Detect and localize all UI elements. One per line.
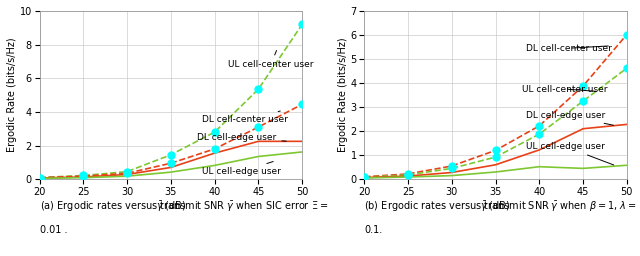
- Y-axis label: Ergodic Rate (bits/s/Hz): Ergodic Rate (bits/s/Hz): [338, 38, 348, 152]
- Text: (b) Ergodic rates versus transmit SNR $\bar{\gamma}$ when $\beta = 1$, $\lambda : (b) Ergodic rates versus transmit SNR $\…: [364, 200, 637, 214]
- X-axis label: $\bar{\gamma}$ (dB): $\bar{\gamma}$ (dB): [156, 200, 186, 214]
- Text: (a) Ergodic rates versus transmit SNR $\bar{\gamma}$ when SIC error $\Xi =$: (a) Ergodic rates versus transmit SNR $\…: [40, 200, 328, 214]
- Text: DL cell-center user: DL cell-center user: [202, 111, 287, 124]
- Text: UL cell-center user: UL cell-center user: [522, 84, 607, 93]
- Text: DL cell-center user: DL cell-center user: [526, 44, 612, 53]
- Text: 0.1.: 0.1.: [364, 225, 383, 235]
- Y-axis label: Ergodic Rate (bits/s/Hz): Ergodic Rate (bits/s/Hz): [7, 38, 17, 152]
- Text: 0.01 .: 0.01 .: [40, 225, 67, 235]
- Text: UL cell-edge user: UL cell-edge user: [526, 142, 614, 165]
- Text: DL cell-edge user: DL cell-edge user: [526, 111, 614, 125]
- X-axis label: $\bar{\gamma}$ (dB): $\bar{\gamma}$ (dB): [481, 200, 511, 214]
- Text: UL cell-edge user: UL cell-edge user: [202, 162, 280, 176]
- Text: UL cell-center user: UL cell-center user: [228, 50, 313, 69]
- Text: DL cell-edge user: DL cell-edge user: [197, 133, 286, 143]
